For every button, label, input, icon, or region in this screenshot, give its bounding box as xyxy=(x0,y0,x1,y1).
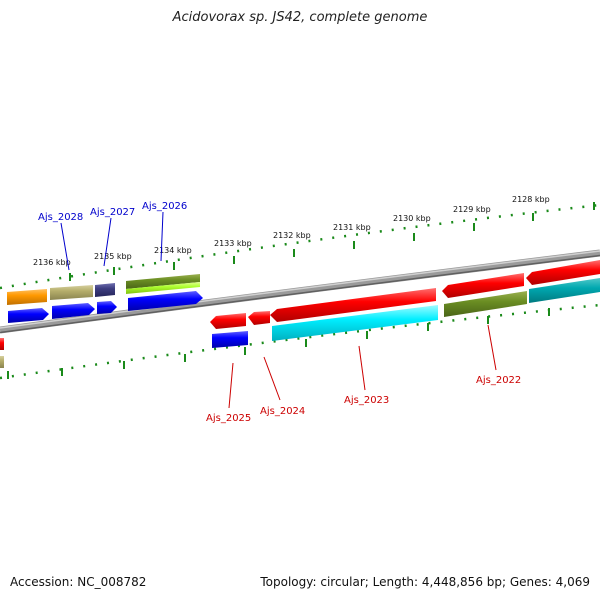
cyan-feature[interactable] xyxy=(272,305,438,341)
gene-label-ajs-2022[interactable]: Ajs_2022 xyxy=(476,375,521,386)
reverse-cds-arrow[interactable] xyxy=(248,311,270,325)
gene-label-ajs-2027[interactable]: Ajs_2027 xyxy=(90,207,135,218)
tick-label: 2130 kbp xyxy=(393,214,431,223)
khaki-feature[interactable] xyxy=(50,285,93,300)
gene-label-ajs-2028[interactable]: Ajs_2028 xyxy=(38,212,83,223)
lime-feature[interactable] xyxy=(126,282,200,294)
tick-label: 2129 kbp xyxy=(453,205,491,214)
accession-text: Accession: NC_008782 xyxy=(10,575,147,589)
gene-label-ajs-2025[interactable]: Ajs_2025 xyxy=(206,413,251,424)
partial-red-feature[interactable] xyxy=(0,338,4,350)
label-connectors-top xyxy=(60,211,164,271)
tick-label: 2128 kbp xyxy=(512,195,550,204)
gene-label-ajs-2024[interactable]: Ajs_2024 xyxy=(260,406,305,417)
tick-label: 2132 kbp xyxy=(273,231,311,240)
tick-label: 2135 kbp xyxy=(94,252,132,261)
forward-cds-arrow[interactable] xyxy=(128,291,203,311)
tick-label: 2134 kbp xyxy=(154,246,192,255)
genome-backbone xyxy=(0,249,600,334)
teal-feature[interactable] xyxy=(529,278,600,303)
reverse-cds-arrow[interactable] xyxy=(210,313,246,329)
label-connectors-bottom xyxy=(228,324,497,409)
scale-ring xyxy=(0,203,600,290)
major-ticks-outer xyxy=(69,202,595,281)
forward-cds-block[interactable] xyxy=(212,331,248,348)
genome-summary-text: Topology: circular; Length: 4,448,856 bp… xyxy=(260,575,590,589)
tick-label: 2131 kbp xyxy=(333,223,371,232)
tick-label: 2136 kbp xyxy=(33,258,71,267)
map-title: Acidovorax sp. JS42, complete genome xyxy=(172,10,428,25)
olive-feature-top[interactable] xyxy=(126,274,200,289)
forward-cds-arrow[interactable] xyxy=(97,301,117,314)
inner-scale-ring xyxy=(0,303,600,380)
reverse-cds-arrow[interactable] xyxy=(270,288,436,322)
partial-khaki-feature[interactable] xyxy=(0,356,4,368)
olive-feature[interactable] xyxy=(444,291,527,317)
tick-label: 2133 kbp xyxy=(214,239,252,248)
orange-feature[interactable] xyxy=(7,289,47,305)
forward-cds-arrow[interactable] xyxy=(8,308,49,323)
major-ticks-inner xyxy=(7,308,550,379)
gene-label-ajs-2023[interactable]: Ajs_2023 xyxy=(344,395,389,406)
navy-feature[interactable] xyxy=(95,283,115,297)
forward-cds-arrow[interactable] xyxy=(52,303,95,319)
tick-labels: 2136 kbp 2135 kbp 2134 kbp 2133 kbp 2132… xyxy=(33,195,550,267)
reverse-cds-arrow[interactable] xyxy=(526,260,600,285)
gene-label-ajs-2026[interactable]: Ajs_2026 xyxy=(142,201,187,212)
reverse-cds-arrow[interactable] xyxy=(442,273,524,298)
